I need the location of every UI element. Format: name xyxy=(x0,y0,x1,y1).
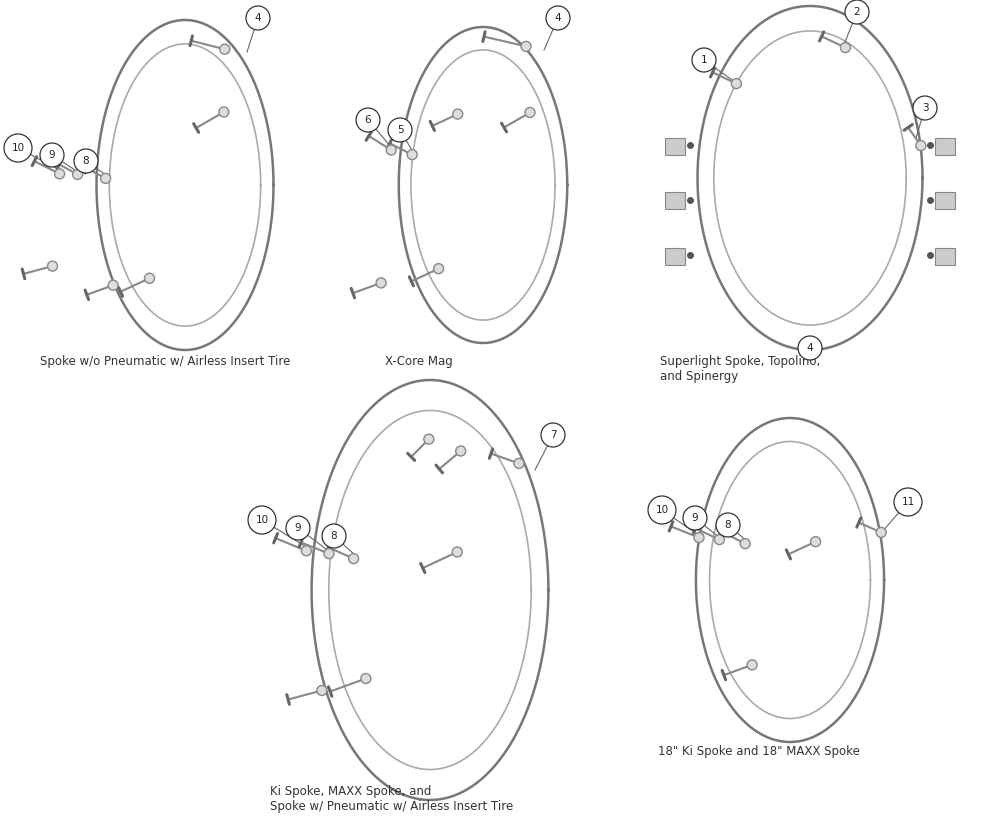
Circle shape xyxy=(648,496,676,524)
Circle shape xyxy=(388,118,412,142)
Circle shape xyxy=(47,261,57,271)
Circle shape xyxy=(349,554,359,564)
Circle shape xyxy=(101,173,111,184)
Circle shape xyxy=(740,539,750,549)
Text: 10: 10 xyxy=(255,515,269,525)
FancyBboxPatch shape xyxy=(935,138,955,155)
Text: 9: 9 xyxy=(295,523,301,533)
Circle shape xyxy=(525,107,535,118)
Circle shape xyxy=(692,48,716,72)
Circle shape xyxy=(452,547,462,557)
FancyBboxPatch shape xyxy=(935,192,955,209)
Text: Spoke w/o Pneumatic w/ Airless Insert Tire: Spoke w/o Pneumatic w/ Airless Insert Ti… xyxy=(40,355,290,368)
Circle shape xyxy=(716,513,740,537)
Text: 10: 10 xyxy=(11,143,25,153)
Text: 4: 4 xyxy=(555,13,561,23)
Text: Superlight Spoke, Topolino,
and Spinergy: Superlight Spoke, Topolino, and Spinergy xyxy=(660,355,820,383)
Text: 8: 8 xyxy=(331,531,337,541)
Circle shape xyxy=(453,109,463,119)
Circle shape xyxy=(324,549,334,559)
Text: 18" Ki Spoke and 18" MAXX Spoke: 18" Ki Spoke and 18" MAXX Spoke xyxy=(658,745,860,758)
Circle shape xyxy=(683,506,707,530)
Text: 4: 4 xyxy=(255,13,261,23)
Text: 7: 7 xyxy=(550,430,556,440)
Circle shape xyxy=(916,141,926,151)
Circle shape xyxy=(40,143,64,167)
Circle shape xyxy=(145,274,155,283)
FancyBboxPatch shape xyxy=(665,248,685,265)
FancyBboxPatch shape xyxy=(665,138,685,155)
Circle shape xyxy=(694,532,704,542)
Circle shape xyxy=(219,107,229,117)
Circle shape xyxy=(407,150,417,160)
Circle shape xyxy=(521,41,531,51)
Text: 1: 1 xyxy=(701,55,707,65)
Circle shape xyxy=(301,545,311,556)
Circle shape xyxy=(840,43,850,53)
Circle shape xyxy=(386,145,396,155)
Circle shape xyxy=(286,516,310,540)
Circle shape xyxy=(541,423,565,447)
Circle shape xyxy=(73,170,83,180)
Circle shape xyxy=(322,524,346,548)
Text: 8: 8 xyxy=(725,520,731,530)
Circle shape xyxy=(4,134,32,162)
Circle shape xyxy=(876,527,886,537)
Circle shape xyxy=(811,536,821,546)
Text: 11: 11 xyxy=(901,497,915,507)
Circle shape xyxy=(714,535,724,545)
Circle shape xyxy=(74,149,98,173)
Circle shape xyxy=(55,169,65,179)
Text: Ki Spoke, MAXX Spoke, and
Spoke w/ Pneumatic w/ Airless Insert Tire: Ki Spoke, MAXX Spoke, and Spoke w/ Pneum… xyxy=(270,785,513,813)
Text: 9: 9 xyxy=(692,513,698,523)
Text: 6: 6 xyxy=(365,115,371,125)
Circle shape xyxy=(731,78,741,89)
Circle shape xyxy=(246,6,270,30)
Circle shape xyxy=(361,673,371,683)
Circle shape xyxy=(747,660,757,670)
Circle shape xyxy=(317,686,327,695)
Circle shape xyxy=(456,446,466,456)
Circle shape xyxy=(514,458,524,468)
Text: X-Core Mag: X-Core Mag xyxy=(385,355,453,368)
Circle shape xyxy=(894,488,922,516)
Circle shape xyxy=(546,6,570,30)
FancyBboxPatch shape xyxy=(935,248,955,265)
Text: 8: 8 xyxy=(83,156,89,166)
Circle shape xyxy=(845,0,869,24)
Circle shape xyxy=(248,506,276,534)
Circle shape xyxy=(798,336,822,360)
Text: 5: 5 xyxy=(397,125,403,135)
Text: 3: 3 xyxy=(922,103,928,113)
Text: 9: 9 xyxy=(49,150,55,160)
Circle shape xyxy=(356,108,380,132)
Circle shape xyxy=(376,278,386,288)
Text: 2: 2 xyxy=(854,7,860,17)
Circle shape xyxy=(220,44,230,54)
Text: 10: 10 xyxy=(655,505,669,515)
Circle shape xyxy=(108,280,118,290)
Circle shape xyxy=(913,96,937,120)
Circle shape xyxy=(434,264,444,274)
Text: 4: 4 xyxy=(807,343,813,353)
FancyBboxPatch shape xyxy=(665,192,685,209)
Circle shape xyxy=(424,434,434,444)
